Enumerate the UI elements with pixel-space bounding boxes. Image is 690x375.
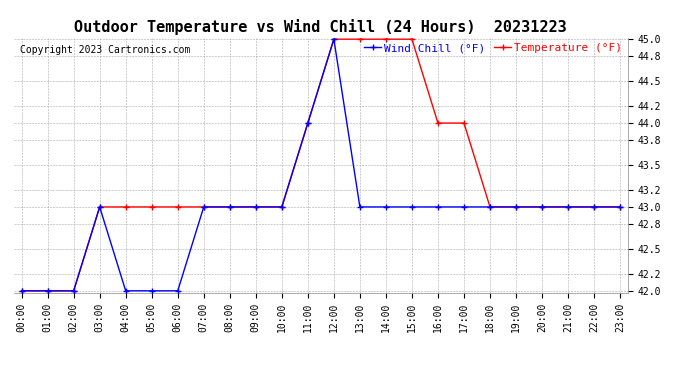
Legend: Wind Chill (°F), Temperature (°F): Wind Chill (°F), Temperature (°F) (364, 43, 622, 53)
Text: Copyright 2023 Cartronics.com: Copyright 2023 Cartronics.com (20, 45, 190, 55)
Title: Outdoor Temperature vs Wind Chill (24 Hours)  20231223: Outdoor Temperature vs Wind Chill (24 Ho… (75, 19, 567, 35)
